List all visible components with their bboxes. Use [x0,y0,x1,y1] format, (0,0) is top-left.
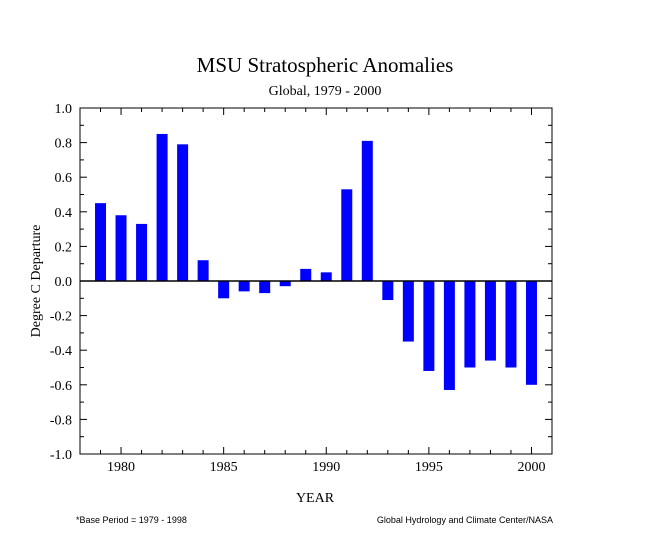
bar-1987 [259,281,271,294]
bar-1980 [115,215,127,281]
bar-1991 [341,189,353,281]
bar-1990 [320,272,332,281]
x-tick-label: 2000 [517,460,545,475]
bar-1999 [505,281,517,368]
bar-1988 [279,281,291,287]
x-tick-label: 1980 [107,460,135,475]
y-tick-label: 0.0 [55,275,73,290]
bar-1992 [361,140,373,281]
y-tick-label: 0.4 [55,206,73,221]
x-tick-label: 1985 [210,460,238,475]
y-tick-label: 0.2 [55,240,73,255]
bar-1998 [484,281,496,361]
bar-1979 [95,203,107,281]
bar-1996 [443,281,455,390]
plot-frame [79,107,553,455]
bar-1993 [382,281,394,301]
chart-subtitle: Global, 1979 - 2000 [269,84,382,99]
bar-1986 [238,281,250,292]
y-tick-label: 0.6 [55,171,73,186]
bar-2000 [525,281,537,385]
footnote-base-period: *Base Period = 1979 - 1998 [76,515,187,525]
y-tick-label: -1.0 [50,448,72,463]
y-axis-label: Degree C Departure [29,225,44,338]
y-tick-label: -0.8 [50,413,72,428]
plot-area: 1.0 0.8 0.6 0.4 0.2 0.0 -0.2 -0.4 -0.6 -0.8 -1.0 19… [50,102,552,475]
y-tick-label: -0.4 [50,344,72,359]
y-tick-label: -0.2 [50,310,72,325]
bar-1989 [300,268,312,281]
x-axis-label: YEAR [296,491,335,506]
bar-1984 [197,260,209,281]
bar-1995 [423,281,435,371]
x-tick-label: 1990 [312,460,340,475]
footnote-source: Global Hydrology and Climate Center/NASA [377,515,553,525]
x-tick-label: 1995 [415,460,443,475]
y-tick-label: -0.6 [50,379,72,394]
bar-1994 [402,281,414,342]
bar-1985 [218,281,230,299]
chart-title: MSU Stratospheric Anomalies [197,53,454,77]
bar-1981 [136,223,148,281]
bar-1997 [464,281,476,368]
y-tick-label: 1.0 [55,102,73,117]
bar-1982 [156,133,168,281]
y-tick-label: 0.8 [55,137,73,152]
bar-1983 [177,144,189,281]
